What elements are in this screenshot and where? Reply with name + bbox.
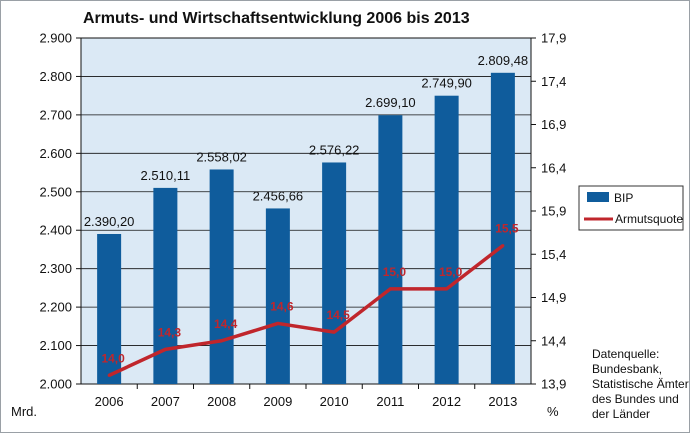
line-data-label: 15,5 (495, 222, 519, 236)
source-line: Datenquelle: (592, 347, 659, 361)
x-tick-label: 2013 (488, 394, 517, 409)
left-tick-label: 2.600 (39, 146, 72, 161)
bar (378, 115, 403, 384)
bar-data-label: 2.576,22 (309, 142, 360, 157)
left-axis-unit: Mrd. (11, 404, 37, 419)
axes (76, 37, 536, 389)
line-labels: 14,0 14,3 14,4 14,6 14,5 15,0 15,0 15,5 (101, 222, 518, 366)
x-tick-label: 2009 (263, 394, 292, 409)
right-tick-label: 15,9 (541, 204, 566, 219)
bar-data-label: 2.699,10 (365, 95, 416, 110)
right-tick-label: 13,9 (541, 377, 566, 392)
x-tick-label: 2012 (432, 394, 461, 409)
right-tick-label: 15,4 (541, 247, 566, 262)
bar-data-label: 2.809,48 (478, 53, 529, 68)
line-point (220, 339, 224, 343)
right-tick-label: 14,4 (541, 333, 566, 348)
left-tick-label: 2.300 (39, 261, 72, 276)
right-tick-label: 17,9 (541, 31, 566, 46)
line-data-label: 14,3 (158, 325, 182, 339)
x-tick-label: 2007 (151, 394, 180, 409)
x-tick-label: 2006 (95, 394, 124, 409)
source-note: Datenquelle:Bundesbank,Statistische Ämte… (592, 347, 689, 421)
line-data-label: 14,5 (326, 308, 350, 322)
bar-data-label: 2.390,20 (84, 214, 135, 229)
line-point (501, 244, 505, 248)
left-tick-labels: 2.000 2.100 2.200 2.300 2.400 2.500 2.600 2.700… (39, 31, 72, 392)
legend-bip-swatch (587, 192, 609, 202)
right-tick-label: 14,9 (541, 290, 566, 305)
line-data-label: 14,6 (270, 299, 294, 313)
right-tick-label: 16,9 (541, 117, 566, 132)
source-line: Bundesbank, (592, 362, 662, 376)
line-point (107, 373, 111, 377)
right-axis-unit: % (547, 404, 559, 419)
chart-title: Armuts- und Wirtschaftsentwicklung 2006 … (83, 10, 470, 27)
x-tick-label: 2011 (376, 394, 404, 409)
x-tick-labels: 2006 2007 2008 2009 2010 2011 2012 2013 (95, 394, 518, 409)
legend-armut-label: Armutsquote (615, 212, 683, 226)
bar (490, 72, 515, 384)
line-data-label: 15,0 (439, 265, 463, 279)
bar (209, 169, 234, 384)
bar (434, 95, 459, 384)
bar (265, 208, 290, 384)
right-tick-label: 16,4 (541, 160, 566, 175)
x-tick-label: 2008 (207, 394, 236, 409)
x-tick-label: 2010 (320, 394, 349, 409)
bars (97, 72, 515, 384)
source-line: Statistische Ämter (592, 377, 689, 391)
left-tick-label: 2.100 (39, 338, 72, 353)
bar (97, 233, 122, 384)
legend-bip-label: BIP (614, 191, 633, 205)
left-tick-label: 2.900 (39, 31, 72, 46)
right-tick-label: 17,4 (541, 74, 566, 89)
bar-data-label: 2.749,90 (421, 76, 472, 91)
bar-data-label: 2.456,66 (253, 188, 304, 203)
bar-data-label: 2.510,11 (141, 168, 191, 183)
line-point (388, 287, 392, 291)
armutsquote-line (108, 244, 504, 377)
bar-data-label: 2.558,02 (196, 149, 247, 164)
line-point (445, 287, 449, 291)
line-data-label: 14,0 (101, 351, 125, 365)
right-tick-labels: 13,9 14,4 14,9 15,4 15,9 16,4 16,9 17,4 17,9 (541, 31, 566, 392)
left-tick-label: 2.400 (39, 223, 72, 238)
line-data-label: 14,4 (214, 317, 238, 331)
source-line: der Länder (592, 407, 650, 421)
left-tick-label: 2.800 (39, 69, 72, 84)
line-point (276, 321, 280, 325)
line-point (332, 330, 336, 334)
bar (322, 162, 347, 384)
source-line: des Bundes und (592, 392, 679, 406)
line-point (163, 347, 167, 351)
left-tick-label: 2.200 (39, 300, 72, 315)
left-tick-label: 2.000 (39, 377, 72, 392)
line-layer (107, 244, 505, 377)
left-tick-label: 2.700 (39, 107, 72, 122)
bar-labels: 2.390,20 2.510,11 2.558,02 2.456,66 2.576,22… (84, 53, 528, 229)
line-data-label: 15,0 (383, 265, 407, 279)
legend: BIP Armutsquote (578, 185, 684, 231)
left-tick-label: 2.500 (39, 184, 72, 199)
